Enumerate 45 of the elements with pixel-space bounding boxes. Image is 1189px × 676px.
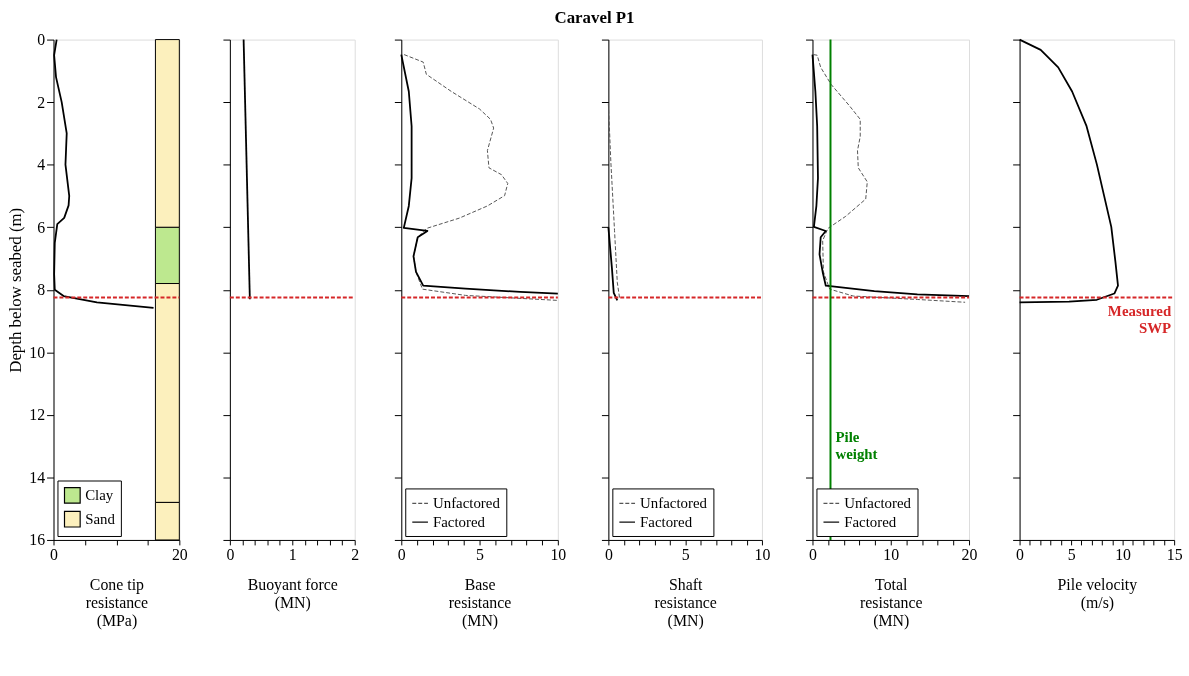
y-tick-label: 12 bbox=[29, 406, 46, 424]
y-tick-label: 6 bbox=[37, 218, 46, 236]
x-tick-label: 0 bbox=[226, 546, 235, 564]
x-tick-label: 5 bbox=[476, 546, 485, 564]
x-axis-title: Pile velocity (m/s) bbox=[1057, 575, 1138, 612]
y-tick-label: 4 bbox=[37, 156, 46, 174]
x-tick-label: 0 bbox=[50, 546, 59, 564]
x-tick-label: 20 bbox=[171, 546, 188, 564]
x-tick-label: 5 bbox=[681, 546, 690, 564]
x-tick-label: 5 bbox=[1067, 546, 1076, 564]
x-tick-label: 0 bbox=[397, 546, 406, 564]
y-axis-title: Depth below seabed (m) bbox=[6, 207, 26, 373]
x-tick-label: 10 bbox=[754, 546, 771, 564]
x-tick-label: 0 bbox=[604, 546, 613, 564]
y-tick-label: 0 bbox=[37, 31, 46, 49]
x-tick-label: 0 bbox=[1016, 546, 1025, 564]
x-axis-title: Total resistance (MN) bbox=[860, 575, 923, 630]
x-axis-title: Cone tip resistance (MPa) bbox=[85, 575, 149, 630]
x-tick-label: 10 bbox=[883, 546, 900, 564]
y-tick-label: 10 bbox=[29, 343, 46, 361]
x-axis-title: Base resistance (MN) bbox=[448, 575, 512, 630]
y-tick-label: 2 bbox=[37, 93, 46, 111]
legend-label: Unfactored bbox=[844, 495, 912, 512]
x-tick-label: 2 bbox=[351, 546, 360, 564]
x-axis-title: Shaft resistance (MN) bbox=[654, 575, 717, 630]
text: Caravel P1 bbox=[554, 8, 635, 28]
x-tick-label: 0 bbox=[809, 546, 818, 564]
y-tick-label: 14 bbox=[29, 468, 46, 486]
legend-label: Factored bbox=[844, 514, 897, 531]
legend-label: Sand bbox=[85, 511, 116, 528]
legend-label: Factored bbox=[432, 514, 486, 531]
ref-line-label: Pile weight bbox=[835, 428, 878, 462]
y-tick-label: 16 bbox=[29, 531, 46, 549]
legend-label: Unfactored bbox=[432, 495, 501, 512]
x-tick-label: 20 bbox=[961, 546, 978, 564]
x-tick-label: 1 bbox=[288, 546, 297, 564]
x-axis-title: Buoyant force (MN) bbox=[247, 575, 338, 612]
legend-label: Factored bbox=[640, 514, 693, 531]
x-tick-label: 10 bbox=[550, 546, 567, 564]
legend-label: Unfactored bbox=[640, 495, 708, 512]
legend-label: Clay bbox=[85, 487, 114, 504]
ref-line-label: Measured SWP bbox=[1107, 303, 1172, 337]
x-tick-label: 10 bbox=[1115, 546, 1132, 564]
x-tick-label: 15 bbox=[1166, 546, 1183, 564]
y-tick-label: 8 bbox=[37, 281, 46, 299]
